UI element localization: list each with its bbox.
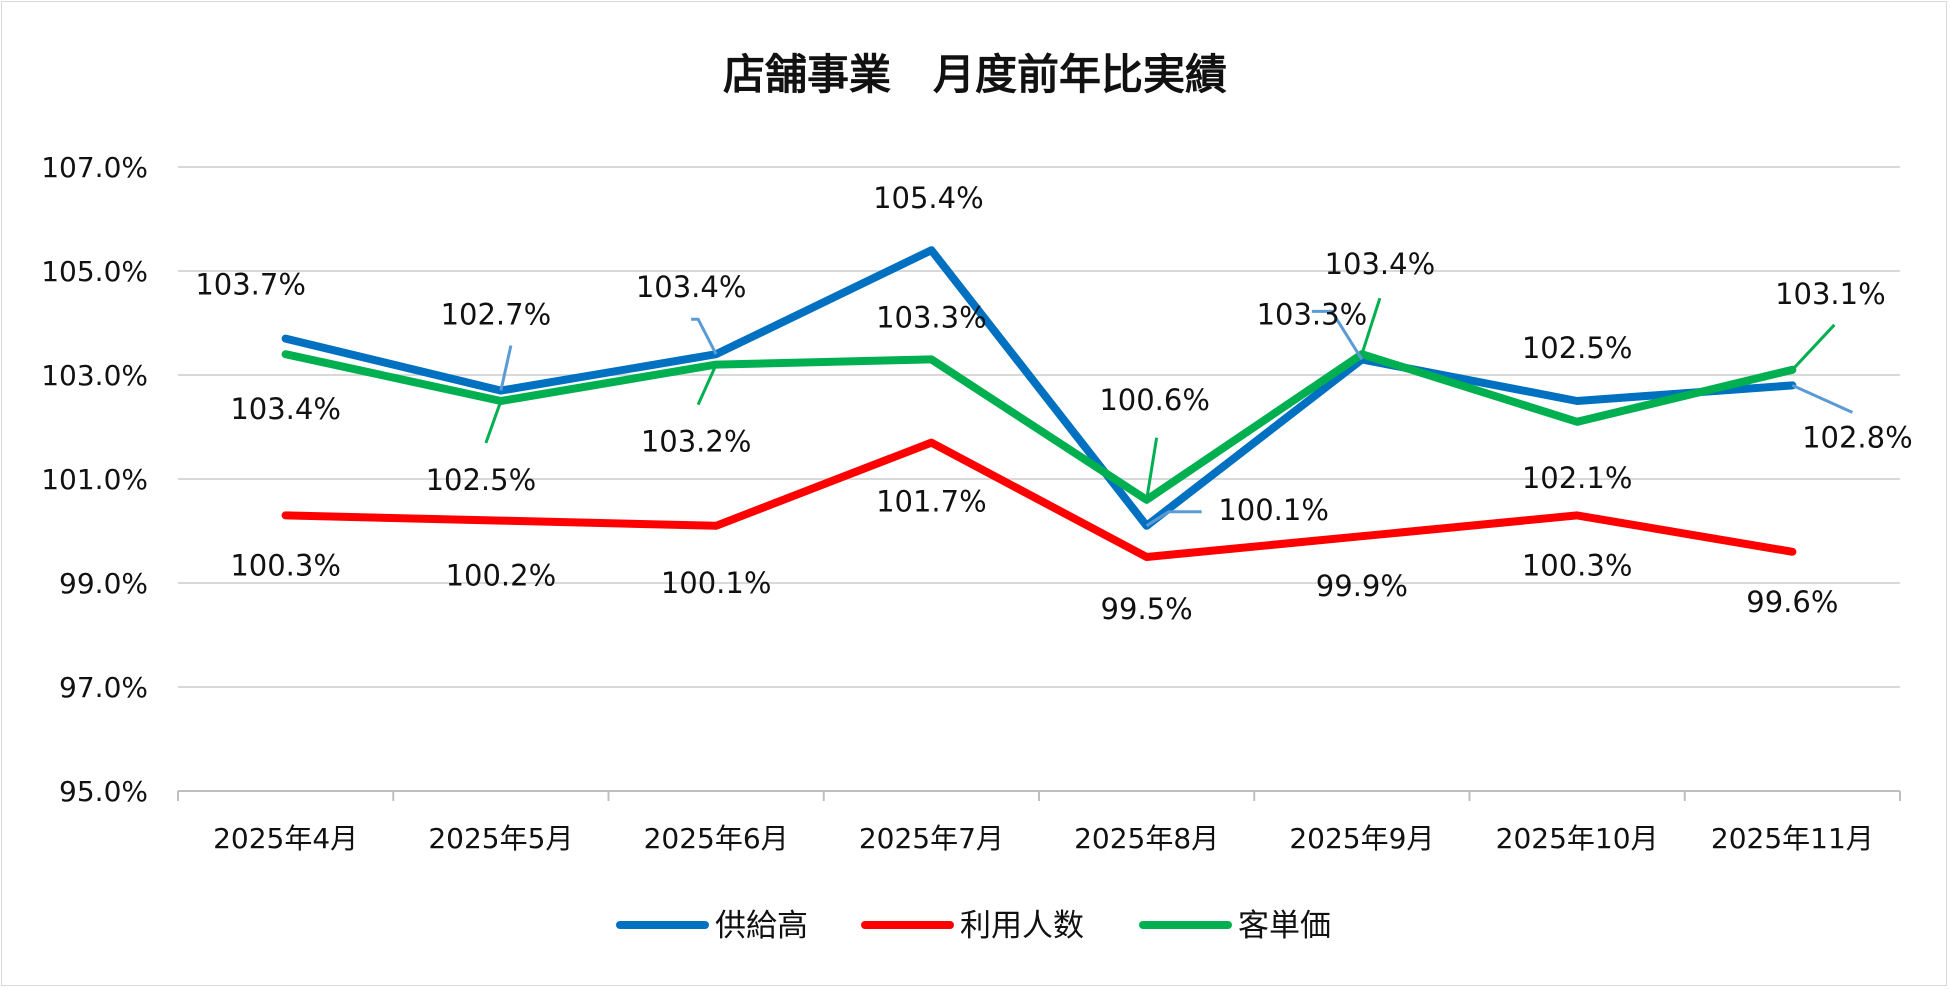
- data-label-users: 100.3%: [1522, 548, 1633, 582]
- data-label-users: 100.3%: [230, 548, 341, 582]
- data-label-supply: 102.5%: [1522, 331, 1633, 365]
- y-tick-label: 95.0%: [59, 775, 148, 808]
- data-label-unit-price: 103.3%: [876, 300, 987, 334]
- leader-line: [1145, 510, 1202, 528]
- x-tick-label: 2025年8月: [1074, 822, 1219, 855]
- series-line-unit-price: [281, 350, 1797, 504]
- series-line-users: [281, 438, 1797, 561]
- x-tick-label: 2025年4月: [213, 822, 358, 855]
- legend-label: 供給高: [715, 908, 808, 944]
- legend-item-unit-price: 客単価: [1139, 908, 1331, 944]
- x-axis: 2025年4月 2025年5月 2025年6月 2025年7月 2025年8月 2025年…: [177, 790, 1901, 855]
- y-axis: 95.0% 97.0% 99.0% 101.0% 103.0% 105.0% 107.0%: [41, 151, 148, 808]
- data-label-users: 99.5%: [1101, 592, 1193, 626]
- y-tick-label: 101.0%: [41, 463, 148, 496]
- data-label-unit-price: 100.6%: [1099, 383, 1210, 417]
- legend-label: 利用人数: [960, 908, 1084, 944]
- data-label-users: 100.1%: [661, 566, 772, 600]
- data-label-unit-price: 103.4%: [230, 392, 341, 426]
- series-layer: [281, 246, 1797, 561]
- y-tick-label: 103.0%: [41, 359, 148, 392]
- leader-line: [1311, 309, 1364, 361]
- data-label-unit-price: 103.4%: [1325, 247, 1436, 281]
- data-label-supply: 103.3%: [1257, 297, 1368, 331]
- data-label-unit-price: 103.1%: [1775, 277, 1886, 311]
- leader-line: [484, 400, 503, 444]
- chart-title: 店舗事業 月度前年比実績: [723, 50, 1227, 99]
- leader-line: [691, 317, 718, 355]
- x-tick-label: 2025年9月: [1289, 822, 1434, 855]
- data-label-users: 101.7%: [876, 485, 987, 519]
- x-tick-label: 2025年5月: [428, 822, 573, 855]
- y-tick-label: 99.0%: [59, 567, 148, 600]
- series-line-supply: [281, 246, 1797, 530]
- leader-line: [696, 363, 718, 406]
- legend-item-supply: 供給高: [616, 908, 808, 944]
- data-label-supply: 103.4%: [636, 270, 747, 304]
- x-tick-label: 2025年6月: [644, 822, 789, 855]
- leader-line: [1791, 323, 1836, 371]
- legend-item-users: 利用人数: [861, 908, 1084, 944]
- data-label-users: 99.9%: [1316, 569, 1408, 603]
- data-label-supply: 102.7%: [441, 298, 552, 332]
- data-label-unit-price: 102.1%: [1522, 461, 1633, 495]
- grid-layer: [178, 166, 1900, 688]
- data-label-supply: 102.8%: [1802, 420, 1913, 454]
- leader-line: [1360, 297, 1382, 355]
- data-label-unit-price: 103.2%: [641, 425, 752, 459]
- x-tick-label: 2025年10月: [1496, 822, 1659, 855]
- leader-lines: [484, 297, 1853, 528]
- data-label-supply: 103.7%: [195, 268, 306, 302]
- data-label-users: 99.6%: [1746, 585, 1838, 619]
- data-label-supply: 105.4%: [873, 181, 984, 215]
- y-tick-label: 105.0%: [41, 255, 148, 288]
- leader-line: [1145, 437, 1159, 501]
- data-label-supply: 100.1%: [1218, 493, 1329, 527]
- legend: 供給高 利用人数 客単価: [616, 908, 1331, 944]
- data-label-users: 100.2%: [446, 559, 557, 593]
- leader-line: [499, 345, 513, 391]
- x-tick-label: 2025年11月: [1711, 822, 1874, 855]
- y-tick-label: 107.0%: [41, 151, 148, 184]
- data-label-unit-price: 102.5%: [426, 463, 537, 497]
- y-tick-label: 97.0%: [59, 671, 148, 704]
- legend-label: 客単価: [1238, 908, 1331, 944]
- leader-line: [1791, 384, 1853, 414]
- data-labels: 103.7% 102.7% 103.4% 105.4% 100.1% 103.3% 102.…: [195, 181, 1912, 626]
- x-tick-label: 2025年7月: [859, 822, 1004, 855]
